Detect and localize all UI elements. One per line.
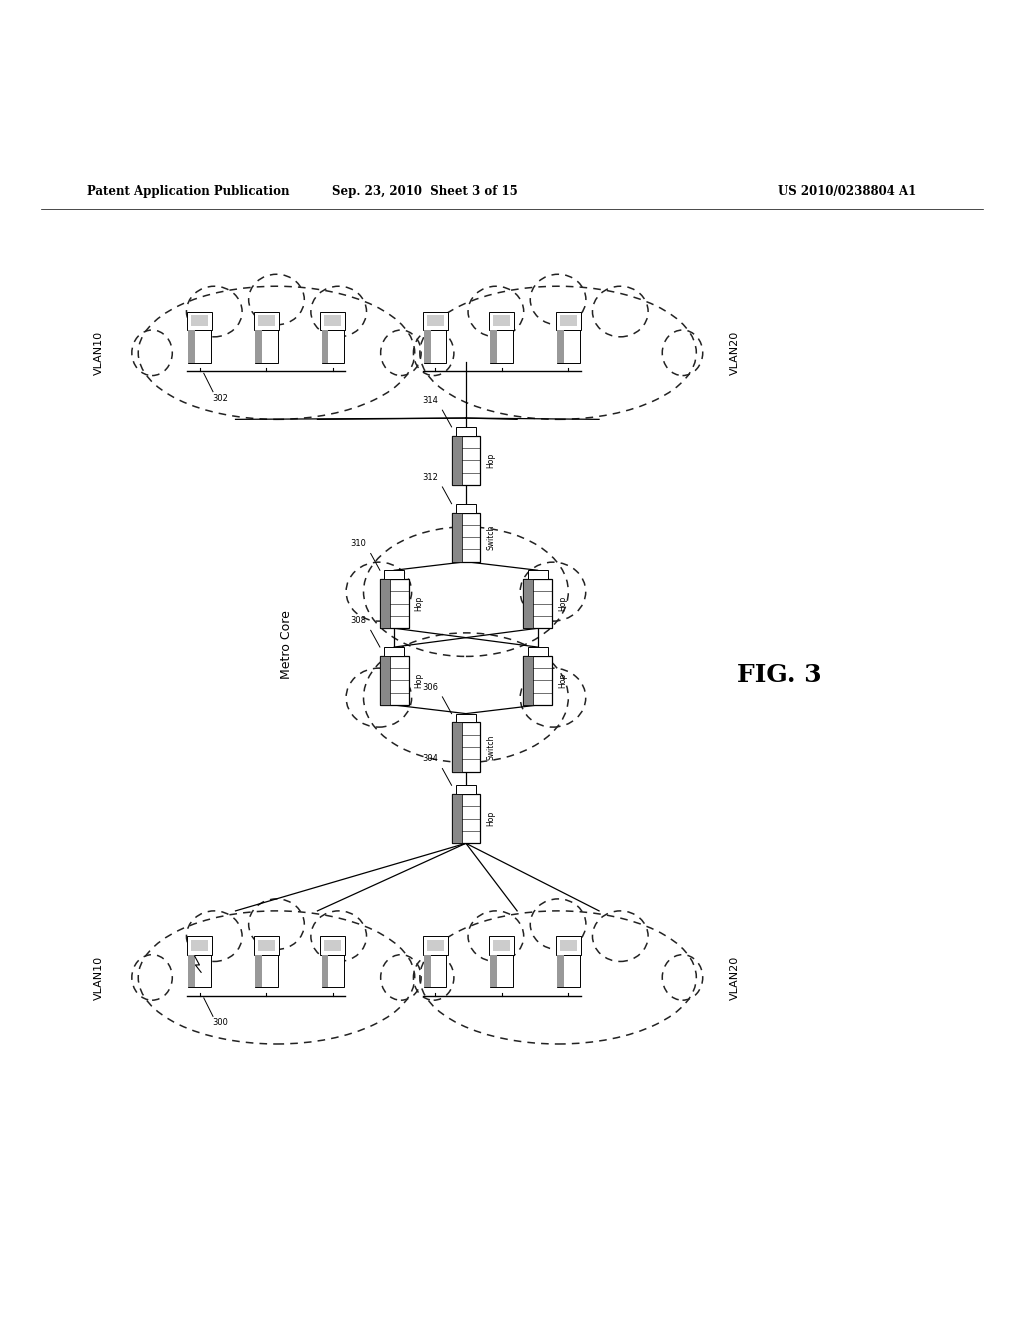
Bar	[452, 512, 462, 562]
Bar	[527, 570, 548, 579]
Text: Hop: Hop	[558, 673, 567, 688]
Bar	[255, 330, 278, 363]
Bar	[423, 936, 447, 954]
Bar	[456, 714, 476, 722]
Bar	[188, 330, 196, 363]
Bar	[191, 940, 208, 950]
Bar	[523, 579, 534, 628]
Text: Hop: Hop	[415, 597, 424, 611]
Text: Hop: Hop	[558, 597, 567, 611]
Bar	[494, 940, 510, 950]
Text: 306: 306	[422, 682, 438, 692]
Bar	[456, 785, 476, 795]
Text: Sep. 23, 2010  Sheet 3 of 15: Sep. 23, 2010 Sheet 3 of 15	[332, 185, 518, 198]
Text: Hop: Hop	[486, 453, 496, 469]
Text: 304: 304	[422, 755, 438, 763]
Bar	[188, 954, 211, 987]
Bar	[490, 954, 498, 987]
Bar	[191, 315, 208, 326]
Bar	[557, 954, 564, 987]
Bar	[322, 954, 329, 987]
Bar	[322, 954, 344, 987]
Text: Metro Core: Metro Core	[281, 610, 293, 678]
Bar	[456, 504, 476, 512]
Bar	[424, 330, 446, 363]
Bar	[560, 315, 577, 326]
Text: US 2010/0238804 A1: US 2010/0238804 A1	[778, 185, 916, 198]
Bar	[380, 656, 409, 705]
Bar	[557, 330, 564, 363]
Bar	[456, 426, 476, 436]
Text: 302: 302	[212, 393, 228, 403]
Bar	[556, 312, 581, 330]
Bar	[489, 936, 514, 954]
Bar	[187, 312, 212, 330]
Bar	[452, 795, 480, 843]
Bar	[427, 315, 443, 326]
Bar	[187, 936, 212, 954]
Bar	[557, 330, 580, 363]
Text: FIG. 3: FIG. 3	[737, 664, 822, 688]
Text: VLAN10: VLAN10	[94, 956, 104, 999]
Text: 308: 308	[350, 616, 367, 626]
Bar	[325, 315, 341, 326]
Bar	[494, 315, 510, 326]
Bar	[560, 940, 577, 950]
Bar	[188, 330, 211, 363]
Bar	[380, 579, 409, 628]
Text: Switch: Switch	[486, 524, 496, 550]
Bar	[322, 330, 344, 363]
Text: 300: 300	[212, 1019, 228, 1027]
Bar	[258, 940, 274, 950]
Bar	[321, 936, 345, 954]
Bar	[380, 579, 390, 628]
Bar	[325, 940, 341, 950]
Bar	[321, 312, 345, 330]
Text: VLAN20: VLAN20	[730, 331, 740, 375]
Bar	[254, 936, 279, 954]
Bar	[427, 940, 443, 950]
Bar	[490, 330, 498, 363]
Text: 310: 310	[350, 540, 367, 548]
Bar	[258, 315, 274, 326]
Bar	[452, 722, 462, 772]
Bar	[424, 954, 431, 987]
Text: 312: 312	[422, 473, 438, 482]
Bar	[489, 312, 514, 330]
Text: Switch: Switch	[486, 734, 496, 760]
Bar	[380, 656, 390, 705]
Bar	[452, 436, 462, 484]
Bar	[255, 330, 262, 363]
Text: Hop: Hop	[486, 810, 496, 826]
Bar	[423, 312, 447, 330]
Bar	[384, 570, 404, 579]
Text: Hop: Hop	[415, 673, 424, 688]
Text: Patent Application Publication: Patent Application Publication	[87, 185, 290, 198]
Bar	[188, 954, 196, 987]
Bar	[452, 722, 480, 772]
Text: 314: 314	[422, 396, 438, 405]
Text: VLAN10: VLAN10	[94, 331, 104, 375]
Bar	[523, 656, 534, 705]
Bar	[523, 656, 552, 705]
Bar	[557, 954, 580, 987]
Bar	[255, 954, 278, 987]
Bar	[255, 954, 262, 987]
Bar	[254, 312, 279, 330]
Text: VLAN20: VLAN20	[730, 956, 740, 999]
Bar	[452, 795, 462, 843]
Bar	[527, 647, 548, 656]
Bar	[322, 330, 329, 363]
Bar	[452, 512, 480, 562]
Bar	[490, 330, 513, 363]
Bar	[424, 330, 431, 363]
Bar	[384, 647, 404, 656]
Bar	[556, 936, 581, 954]
Bar	[424, 954, 446, 987]
Bar	[452, 436, 480, 484]
Bar	[490, 954, 513, 987]
Bar	[523, 579, 552, 628]
